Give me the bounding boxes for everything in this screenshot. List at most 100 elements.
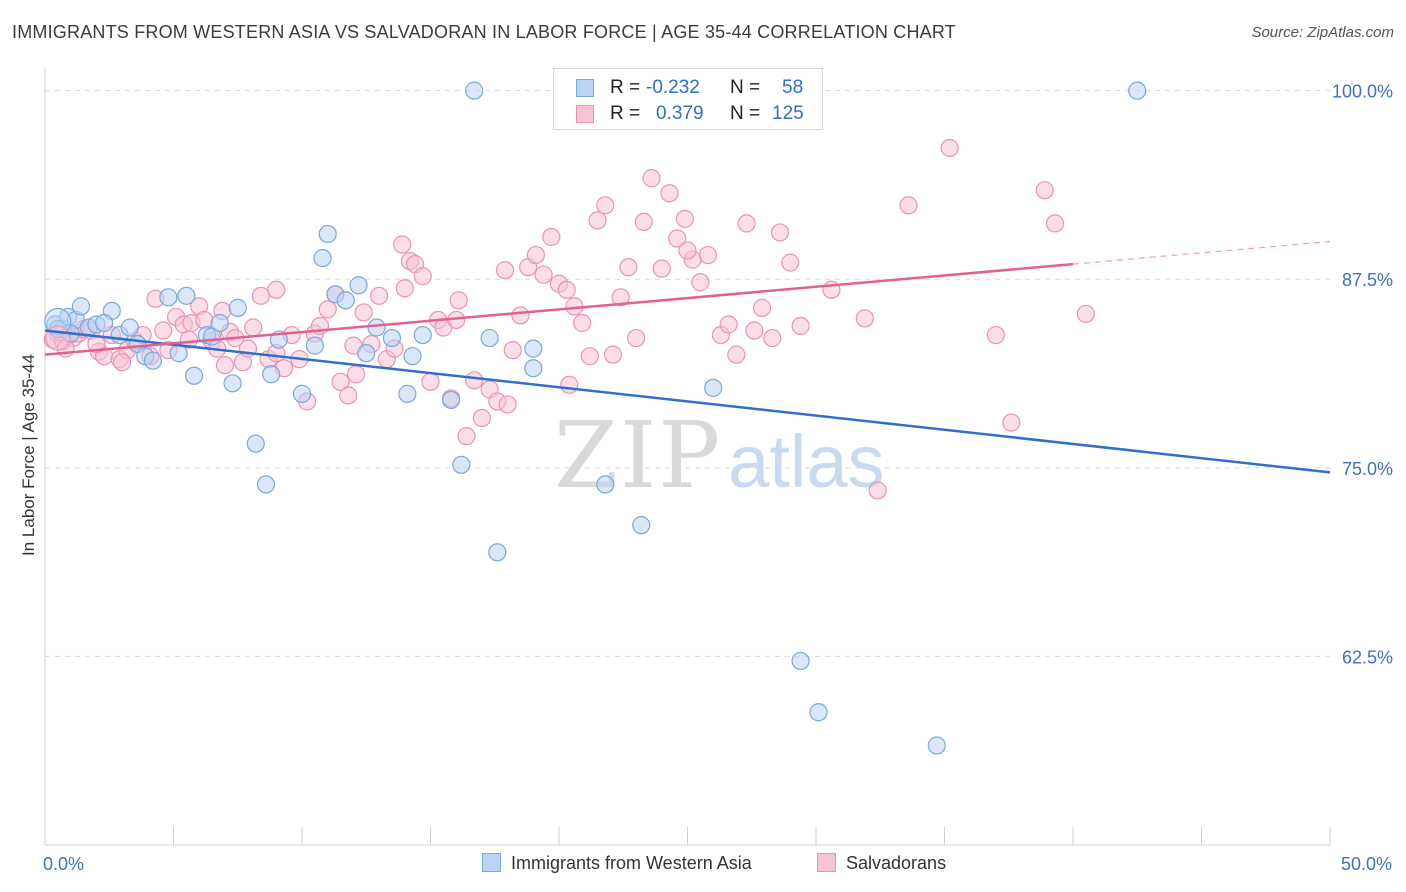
salvadoran-trend-extension [1072,240,1331,265]
r-value: -0.232 [646,77,700,98]
salvadoran-point [770,223,790,242]
salvadoran-point [986,325,1006,345]
western-asia-point [367,318,386,337]
western-asia-point [398,384,417,403]
salvadoran-point [1045,214,1065,233]
salvadoran-point [668,229,687,248]
western-asia-point [143,351,163,370]
western-asia-point [441,390,461,410]
swatch-salvadorans [576,105,594,123]
salvadoran-point [472,408,491,428]
salvadoran-point [634,212,653,231]
western-asia-point [488,543,507,562]
y-tick-label: 75.0% [1342,459,1393,479]
western-asia-point [1128,81,1147,100]
salvadoran-point [393,235,412,254]
salvadoran-point [691,273,710,292]
salvadoran-point [611,288,630,307]
r-value: 0.379 [656,103,704,124]
salvadoran-point [511,306,530,325]
western-asia-point [228,298,247,317]
western-asia-point [256,475,276,494]
legend-item-western-asia: Immigrants from Western Asia [482,853,752,874]
legend-swatch-western-asia [482,853,501,872]
salvadoran-point [179,330,199,349]
legend-label-salvadorans: Salvadorans [846,853,947,873]
salvadoran-point [596,196,615,215]
salvadoran-point [781,253,800,272]
western-asia-point [336,291,355,310]
salvadoran-point [626,328,646,348]
swatch-western-asia [576,79,594,97]
western-asia-point [318,224,337,244]
legend-item-salvadorans: Salvadorans [817,853,946,874]
western-asia-point [71,297,91,316]
salvadoran-point [503,341,522,360]
salvadoran-point [573,313,592,333]
salvadoran-point [449,291,468,310]
western-asia-point [349,276,368,295]
salvadoran-point [557,280,576,299]
n-value: 58 [782,77,804,98]
western-asia-point [524,339,543,358]
salvadoran-point [267,280,286,299]
western-asia-point [223,374,242,393]
western-asia-point [452,455,471,474]
western-asia-point [809,703,828,722]
stats-legend: R = -0.232 N = 58 R = 0.379 N = 125 [553,68,823,130]
salvadoran-point [465,371,484,390]
salvadoran-point [457,427,476,446]
salvadoran-point [244,318,263,337]
western-asia-point [292,384,312,403]
western-asia-point [632,516,651,535]
x-tick-label: 0.0% [43,854,84,874]
western-asia-point [159,288,178,307]
western-asia-point [246,434,265,453]
western-asia-point [120,318,139,337]
watermark-atlas: atlas [728,420,885,503]
salvadoran-trend-line [44,262,1074,356]
y-tick-label: 100.0% [1332,82,1393,102]
legend-swatch-salvadorans [817,853,836,872]
western-asia-point [465,81,484,100]
watermark: ZIPatlas [554,402,884,509]
western-asia-point [177,286,196,305]
western-asia-point [169,344,188,363]
salvadoran-point [642,169,661,188]
y-tick-label: 87.5% [1342,270,1393,290]
western-asia-point [210,313,229,333]
western-asia-trend-line [44,329,1331,474]
salvadoran-point [660,184,679,203]
salvadoran-point [678,241,697,260]
salvadoran-point [580,347,599,366]
salvadoran-point [112,353,132,372]
salvadoran-point [1002,413,1021,432]
r-label: R = [610,103,641,124]
western-asia-point [480,328,499,348]
salvadoran-point [251,286,270,305]
source-label: Source: ZipAtlas.com [1251,24,1394,41]
western-asia-point [357,344,376,363]
salvadoran-point [619,258,638,277]
salvadoran-point [560,375,579,394]
r-label: R = [610,77,641,98]
salvadoran-point [763,328,782,348]
salvadoran-point [603,345,623,364]
salvadoran-point [698,245,718,265]
salvadoran-point [1035,181,1054,200]
western-asia-point [791,651,810,671]
legend-label-western-asia: Immigrants from Western Asia [511,853,752,873]
x-tick-label: 50.0% [1341,854,1392,874]
western-asia-point [184,366,204,385]
salvadoran-point [45,325,71,351]
salvadoran-point [940,138,959,158]
salvadoran-point [675,209,695,228]
salvadoran-point [588,211,607,230]
salvadoran-point [745,321,764,340]
salvadoran-point [154,321,173,340]
salvadoran-point [791,316,810,336]
salvadoran-point [855,309,874,328]
salvadoran-point [354,303,373,322]
chart-title: IMMIGRANTS FROM WESTERN ASIA VS SALVADOR… [12,22,956,42]
y-tick-label: 62.5% [1342,647,1393,667]
